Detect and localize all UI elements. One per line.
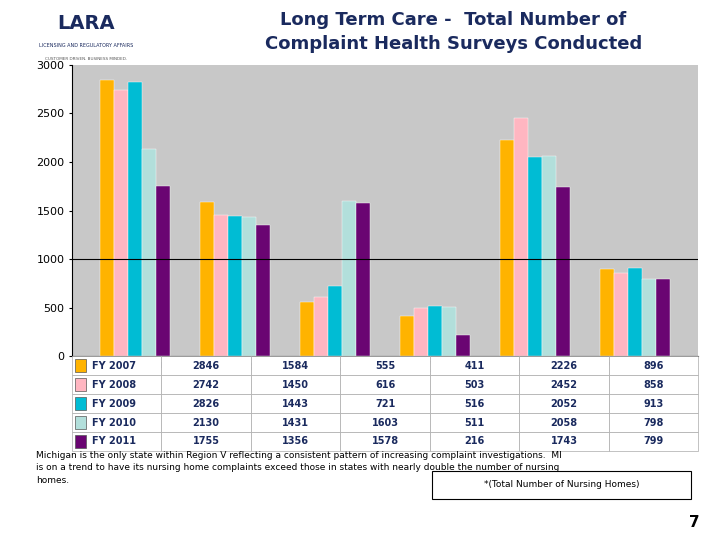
- Bar: [114, 90, 128, 356]
- Text: LARA: LARA: [58, 14, 115, 33]
- Bar: [75, 416, 86, 429]
- Text: C U S T O M E R   D R I V E N .     B U S I N E S S   M I N D E D .: C U S T O M E R D R I V E N . B U S I N …: [131, 517, 512, 528]
- Bar: [514, 118, 528, 356]
- Bar: [456, 335, 470, 356]
- Text: 7: 7: [690, 515, 700, 530]
- Bar: [328, 286, 342, 356]
- Bar: [314, 296, 328, 356]
- Bar: [101, 80, 114, 356]
- Bar: [542, 157, 556, 356]
- Bar: [500, 140, 514, 356]
- FancyBboxPatch shape: [432, 471, 691, 498]
- Bar: [228, 216, 243, 356]
- Bar: [528, 157, 542, 356]
- Bar: [656, 279, 670, 356]
- Bar: [256, 225, 270, 356]
- Bar: [414, 307, 428, 356]
- Bar: [642, 279, 656, 356]
- Text: *(Total Number of Nursing Homes): *(Total Number of Nursing Homes): [484, 480, 639, 489]
- Bar: [356, 203, 370, 356]
- Bar: [428, 306, 442, 356]
- Bar: [75, 359, 86, 373]
- Bar: [342, 200, 356, 356]
- Text: FY 2010: FY 2010: [92, 417, 136, 428]
- Text: FY 2009: FY 2009: [92, 399, 136, 409]
- Bar: [215, 215, 228, 356]
- Text: FY 2007: FY 2007: [92, 361, 136, 371]
- Bar: [128, 82, 143, 356]
- Bar: [243, 217, 256, 356]
- Text: FY 2011: FY 2011: [92, 436, 136, 447]
- Text: CUSTOMER DRIVEN. BUSINESS MINDED.: CUSTOMER DRIVEN. BUSINESS MINDED.: [45, 57, 127, 60]
- Text: Michigan is the only state within Region V reflecting a consistent pattern of in: Michigan is the only state within Region…: [36, 451, 562, 485]
- Bar: [400, 316, 414, 356]
- Bar: [300, 302, 314, 356]
- Text: Long Term Care -  Total Number of
Complaint Health Surveys Conducted: Long Term Care - Total Number of Complai…: [265, 11, 642, 53]
- Text: FY 2008: FY 2008: [92, 380, 136, 390]
- Bar: [75, 397, 86, 410]
- Text: LICENSING AND REGULATORY AFFAIRS: LICENSING AND REGULATORY AFFAIRS: [40, 43, 133, 48]
- Bar: [143, 150, 156, 356]
- Bar: [556, 187, 570, 356]
- Bar: [600, 269, 614, 356]
- Bar: [442, 307, 456, 356]
- Bar: [75, 378, 86, 392]
- Bar: [200, 202, 215, 356]
- Bar: [614, 273, 628, 356]
- Bar: [75, 435, 86, 448]
- Bar: [628, 268, 642, 356]
- Bar: [156, 186, 171, 356]
